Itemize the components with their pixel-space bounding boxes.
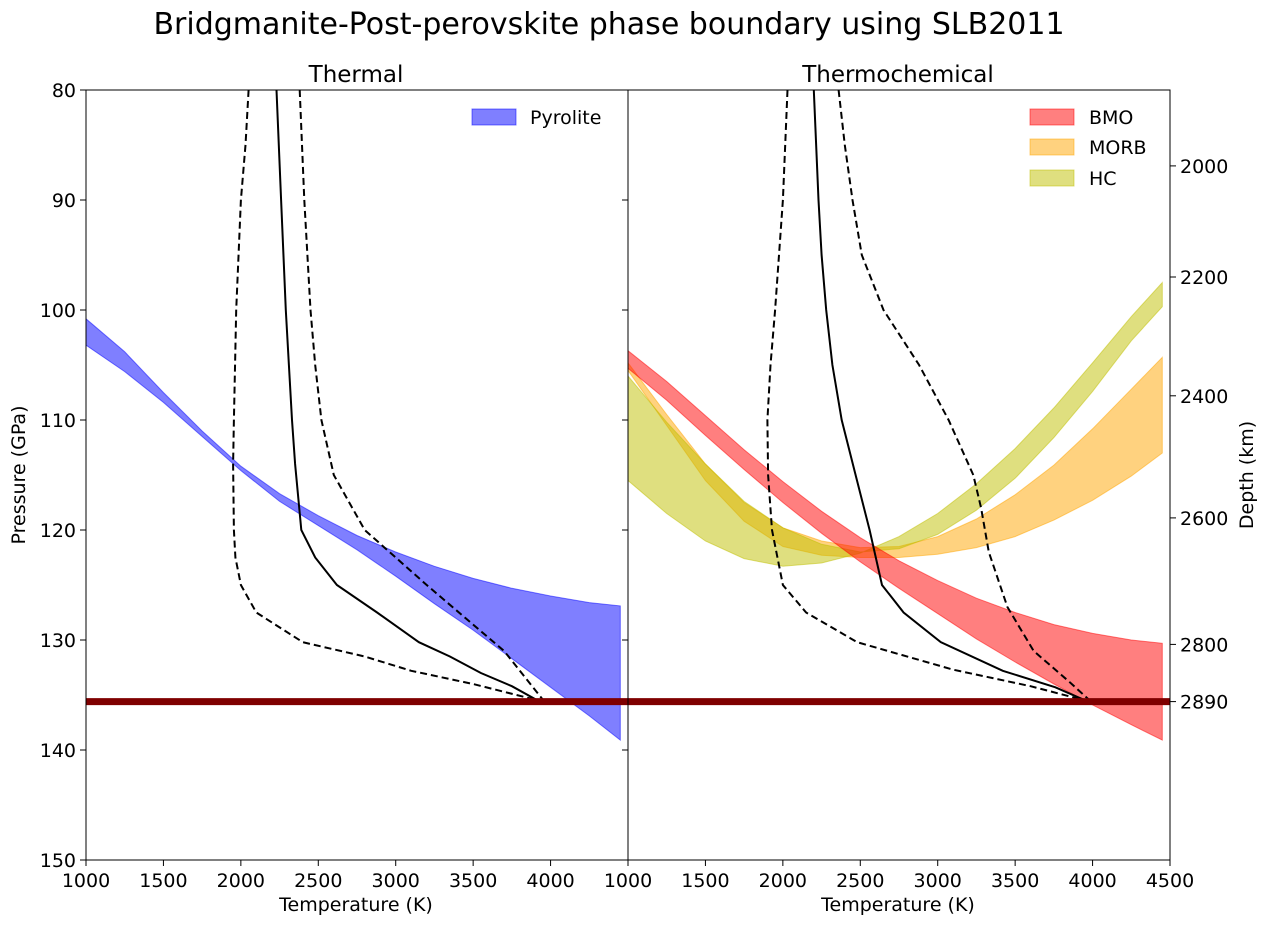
thermal-x-axis-label: Temperature (K) <box>278 894 433 916</box>
geotherm-bound-1 <box>298 90 546 703</box>
depth-tick-label: 2890 <box>1180 692 1228 714</box>
thermochemical-legend: BMO MORB HC <box>1029 107 1147 190</box>
legend-label-hc: HC <box>1089 168 1117 190</box>
thermochemical-panel-title: Thermochemical <box>801 62 994 88</box>
depth-axis-label: Depth (km) <box>1236 421 1258 529</box>
y-tick-label: 120 <box>40 520 76 542</box>
y-tick-label: 130 <box>40 630 76 652</box>
geotherm-bound-0 <box>232 90 544 703</box>
x-tick-label: 3000 <box>914 870 962 892</box>
x-tick-label: 2000 <box>759 870 807 892</box>
x-tick-label: 2500 <box>294 870 342 892</box>
y-tick-label: 150 <box>40 850 76 872</box>
x-tick-label: 4500 <box>1146 870 1194 892</box>
y-tick-label: 100 <box>40 300 76 322</box>
x-tick-label: 2000 <box>217 870 265 892</box>
legend-label-pyrolite: Pyrolite <box>530 107 601 129</box>
x-tick-label: 3500 <box>991 870 1039 892</box>
band-hc <box>628 281 1163 567</box>
depth-tick-label: 2600 <box>1180 508 1228 530</box>
thermal-legend: Pyrolite <box>471 107 601 129</box>
legend-swatch-morb <box>1029 138 1075 156</box>
y-tick-label: 90 <box>52 190 76 212</box>
legend-label-morb: MORB <box>1089 137 1147 159</box>
geotherm-line <box>812 90 1089 703</box>
x-tick-label: 3000 <box>372 870 420 892</box>
thermochemical-panel: 1000 1500 2000 2500 3000 3500 4000 4500 2000 2200… <box>604 89 1228 892</box>
geotherm-bound-0 <box>766 90 1090 703</box>
thermal-panel: 1000 1500 2000 2500 3000 3500 4000 80 90 100 110 12… <box>40 80 629 892</box>
band-bmo <box>628 350 1163 741</box>
legend-swatch-pyrolite <box>471 108 517 126</box>
plot-area <box>628 90 1163 741</box>
depth-tick-label: 2800 <box>1180 634 1228 656</box>
legend-swatch-bmo <box>1029 108 1075 126</box>
y-tick-label: 110 <box>40 410 76 432</box>
x-tick-label: 1500 <box>681 870 729 892</box>
x-tick-label: 1500 <box>139 870 187 892</box>
plot-area <box>86 90 621 742</box>
legend-swatch-hc <box>1029 169 1075 187</box>
figure-title: Bridgmanite-Post-perovskite phase bounda… <box>153 7 1064 42</box>
depth-tick-label: 2200 <box>1180 267 1228 289</box>
y-tick-label: 140 <box>40 740 76 762</box>
x-tick-label: 1000 <box>62 870 110 892</box>
legend-label-bmo: BMO <box>1089 107 1133 129</box>
x-tick-label: 4000 <box>526 870 574 892</box>
geotherm-line <box>275 90 541 703</box>
thermal-panel-title: Thermal <box>308 62 404 88</box>
x-tick-label: 2500 <box>836 870 884 892</box>
thermal-y-axis-label: Pressure (GPa) <box>8 406 30 545</box>
x-tick-label: 4000 <box>1068 870 1116 892</box>
x-tick-label: 3500 <box>449 870 497 892</box>
thermochemical-x-axis-label: Temperature (K) <box>820 894 975 916</box>
x-tick-label: 1000 <box>604 870 652 892</box>
y-tick-label: 80 <box>52 80 76 102</box>
depth-tick-label: 2000 <box>1180 156 1228 178</box>
band-pyrolite <box>86 318 621 742</box>
depth-tick-label: 2400 <box>1180 386 1228 408</box>
axes-frame <box>627 89 1171 861</box>
